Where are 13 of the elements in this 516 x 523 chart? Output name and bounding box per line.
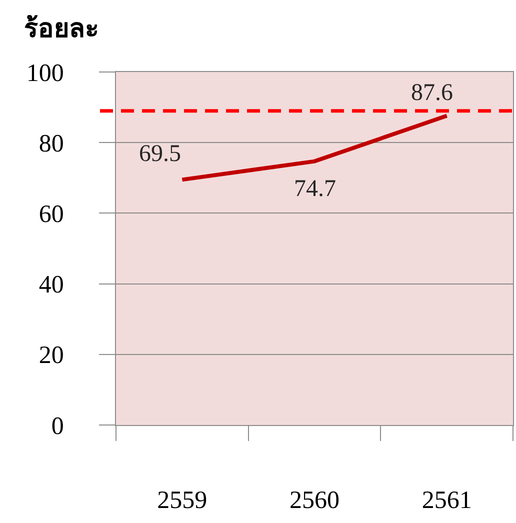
y-tick-label: 100 — [26, 60, 64, 87]
data-label: 87.6 — [411, 80, 453, 106]
y-axis-title: ร้อยละ — [24, 14, 99, 43]
x-tick-label: 2560 — [290, 487, 340, 514]
y-tick-label: 60 — [38, 200, 64, 228]
x-tick-label: 2561 — [422, 487, 472, 514]
y-tick-label: 0 — [51, 412, 64, 440]
y-tick-label: 80 — [38, 130, 64, 158]
y-tick-label: 20 — [38, 342, 64, 370]
y-tick-label: 40 — [38, 272, 64, 299]
x-tick-label: 2559 — [157, 487, 208, 514]
data-label: 74.7 — [294, 176, 336, 202]
data-label: 69.5 — [139, 141, 181, 167]
